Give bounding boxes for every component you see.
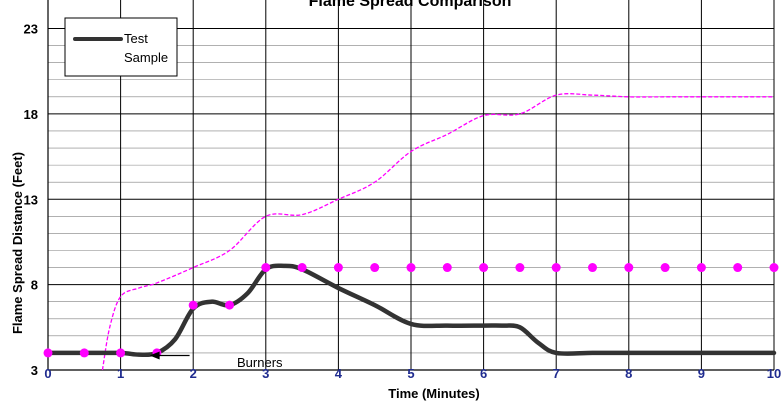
burners-label: Burners [237, 355, 283, 370]
legend-label-test-sample: Test Sample [124, 31, 168, 65]
x-tick-label: 3 [262, 366, 269, 381]
marker-point [261, 263, 271, 273]
x-tick-label: 8 [625, 366, 632, 381]
marker-point [733, 263, 743, 273]
marker-point [442, 263, 452, 273]
y-tick-label: 3 [31, 363, 38, 378]
legend: Test Sample [64, 17, 178, 77]
x-tick-label: 10 [767, 366, 781, 381]
marker-point [43, 348, 53, 358]
marker-point [696, 263, 706, 273]
marker-point [370, 263, 380, 273]
y-tick-label: 18 [24, 107, 38, 122]
legend-box [64, 17, 178, 77]
marker-point [660, 263, 670, 273]
series-upper-dashed-line [101, 93, 774, 371]
x-tick-label: 9 [698, 366, 705, 381]
x-tick-label: 7 [553, 366, 560, 381]
chart-title: Flame Spread Comparison [309, 0, 512, 10]
x-tick-label: 2 [190, 366, 197, 381]
marker-point [79, 348, 89, 358]
y-axis-title: Flame Spread Distance (Feet) [10, 152, 25, 334]
x-tick-label: 0 [44, 366, 51, 381]
marker-point [769, 263, 779, 273]
plot-frame [47, 0, 774, 371]
series-layer [43, 93, 779, 371]
x-tick-label: 5 [407, 366, 414, 381]
marker-point [515, 263, 525, 273]
marker-point [297, 263, 307, 273]
marker-point [406, 263, 416, 273]
y-tick-label: 13 [24, 192, 38, 207]
marker-point [588, 263, 597, 273]
series-test-sample-line [45, 263, 777, 358]
marker-point [479, 263, 489, 273]
marker-point [116, 348, 126, 358]
marker-point [188, 300, 198, 310]
burners-annotation: Burners [149, 351, 283, 370]
x-tick-label: 6 [480, 366, 487, 381]
burners-arrowhead [149, 351, 160, 360]
x-axis-title: Time (Minutes) [388, 386, 480, 401]
x-tick-label: 4 [335, 366, 343, 381]
marker-point [333, 263, 343, 273]
marker-point [624, 263, 634, 273]
x-tick-label: 1 [117, 366, 124, 381]
y-tick-label: 23 [24, 22, 38, 37]
y-tick-label: 8 [31, 278, 38, 293]
marker-point [551, 263, 561, 273]
marker-point [225, 300, 234, 310]
